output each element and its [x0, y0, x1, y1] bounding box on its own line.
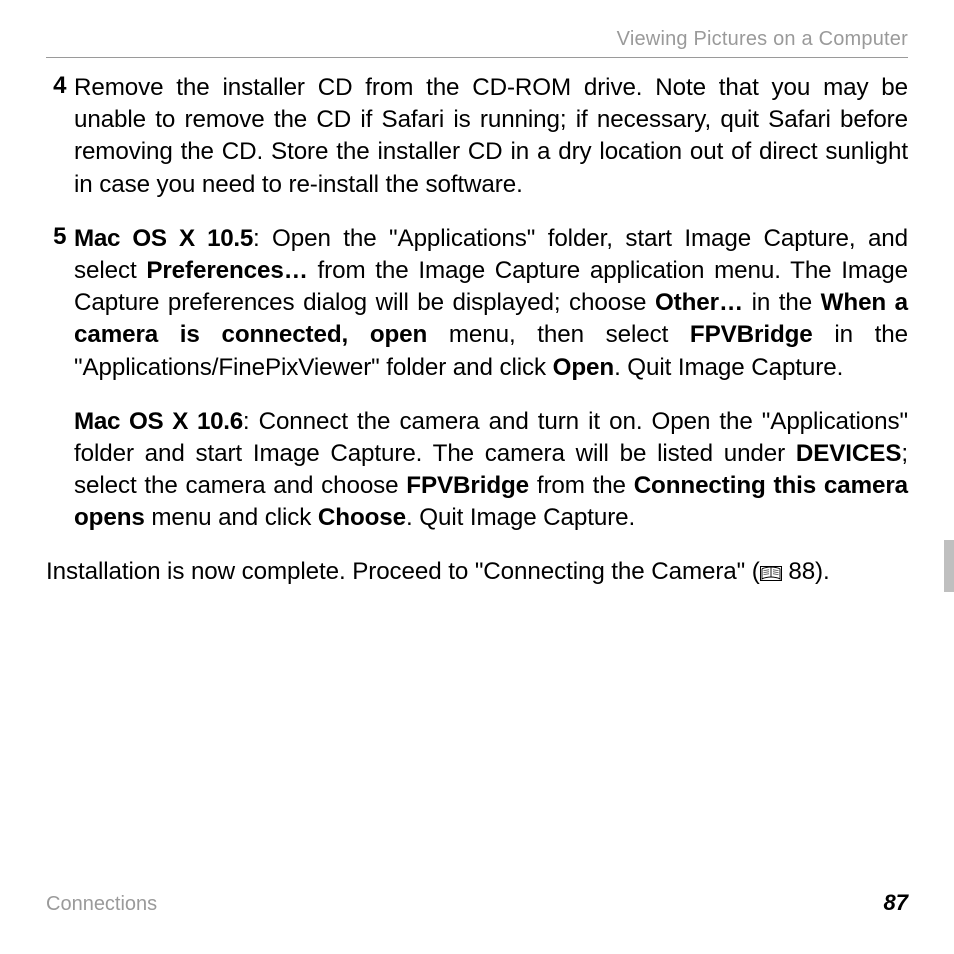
side-tab-marker [944, 540, 954, 592]
footer-page-number: 87 [884, 890, 908, 916]
manual-page: Viewing Pictures on a Computer 4 Remove … [0, 0, 954, 954]
ui-term-open: Open [553, 354, 614, 381]
step-4: 4 Remove the installer CD from the CD-RO… [46, 72, 908, 201]
step-body: Remove the installer CD from the CD-ROM … [74, 72, 908, 201]
step-number: 4 [46, 72, 74, 201]
page-ref: 88). [782, 558, 830, 585]
step-5-para-1: Mac OS X 10.5: Open the "Applications" f… [74, 223, 908, 384]
ui-term-preferences: Preferences… [146, 257, 308, 284]
footer: Connections 87 [46, 890, 908, 916]
footer-section: Connections [46, 893, 157, 916]
ui-term-choose: Choose [318, 504, 406, 531]
os-label: Mac OS X 10.5 [74, 225, 253, 252]
step-5-para-2: Mac OS X 10.6: Connect the camera and tu… [74, 406, 908, 535]
step-number: 5 [46, 223, 74, 535]
step-body: Mac OS X 10.5: Open the "Applications" f… [74, 223, 908, 535]
text: . Quit Image Capture. [406, 504, 635, 531]
ui-term-devices: DEVICES [796, 440, 902, 467]
final-line: Installation is now complete. Proceed to… [46, 556, 908, 590]
text: . Quit Image Capture. [614, 354, 843, 381]
text: from the [529, 472, 634, 499]
step-5: 5 Mac OS X 10.5: Open the "Applications"… [46, 223, 908, 535]
text: menu and click [145, 504, 318, 531]
text: in the [743, 289, 821, 316]
ui-term-fpvbridge: FPVBridge [406, 472, 529, 499]
ui-term-fpvbridge: FPVBridge [690, 321, 813, 348]
page-ref-icon [760, 558, 782, 590]
text: Installation is now complete. Proceed to… [46, 558, 760, 585]
ui-term-other: Other… [655, 289, 743, 316]
os-label: Mac OS X 10.6 [74, 408, 243, 435]
text: menu, then select [427, 321, 690, 348]
header-rule [46, 57, 908, 58]
running-header: Viewing Pictures on a Computer [46, 28, 908, 51]
